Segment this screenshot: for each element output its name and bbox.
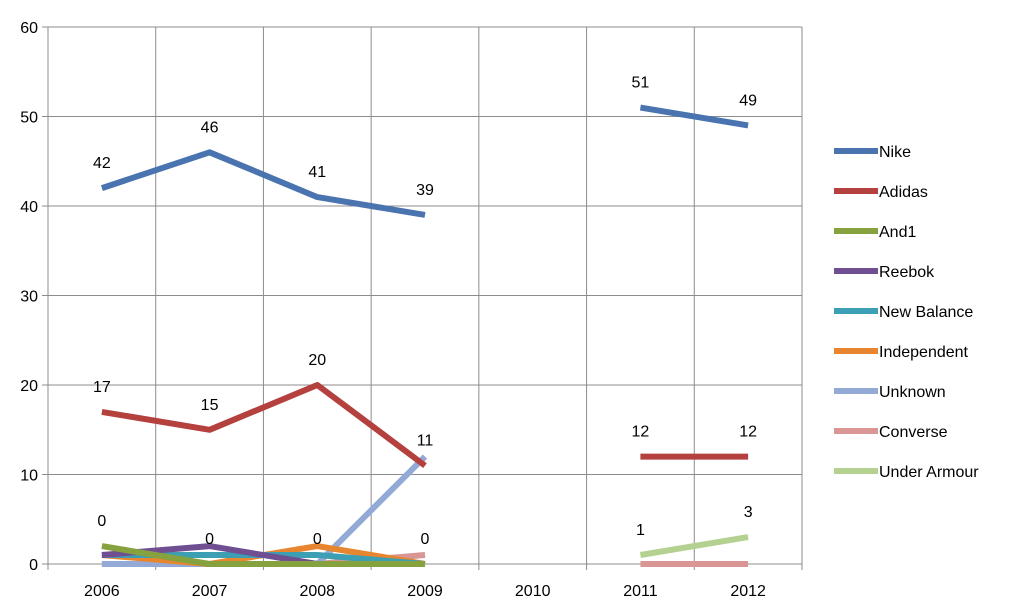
x-tick-label: 2012 — [730, 583, 766, 600]
legend-label: Unknown — [879, 384, 946, 401]
legend-label: Under Armour — [879, 464, 979, 481]
legend-label: Converse — [879, 424, 948, 441]
series-line-adidas — [101, 382, 427, 469]
data-label: 46 — [201, 119, 219, 136]
data-label: 17 — [93, 379, 111, 396]
x-tick-label: 2007 — [192, 583, 228, 600]
data-label: 0 — [97, 513, 106, 530]
series-line-under-armour — [639, 534, 749, 558]
data-label: 51 — [632, 75, 650, 92]
data-label: 3 — [744, 504, 753, 521]
x-tick-label: 2009 — [407, 583, 443, 600]
series-line-nike — [100, 149, 426, 218]
legend: Nike Adidas And1 Reebok New Balance Independe… — [834, 144, 979, 481]
data-label: 39 — [416, 182, 434, 199]
data-labels: 42 46 41 39 51 49 17 15 20 11 12 12 0 0 0 0 1 3 — [93, 75, 757, 548]
legend-label: Reebok — [879, 264, 935, 281]
data-label: 20 — [308, 352, 326, 369]
x-tick-label: 2008 — [299, 583, 335, 600]
legend-label: Adidas — [879, 184, 928, 201]
legend-label: New Balance — [879, 304, 973, 321]
data-label: 49 — [739, 92, 757, 109]
y-tick-label: 30 — [20, 289, 38, 306]
series-lines — [100, 104, 749, 567]
data-label: 42 — [93, 155, 111, 172]
y-tick-label: 0 — [29, 557, 38, 574]
x-tick-label: 2006 — [84, 583, 120, 600]
legend-label: Independent — [879, 344, 969, 361]
data-label: 11 — [417, 433, 434, 450]
grid-lines — [47, 26, 803, 570]
data-label: 1 — [636, 522, 645, 539]
legend-label: And1 — [879, 224, 916, 241]
data-label: 12 — [632, 424, 650, 441]
legend-label: Nike — [879, 144, 911, 161]
data-label: 41 — [308, 164, 326, 181]
data-label: 12 — [739, 424, 757, 441]
x-tick-label: 2010 — [515, 583, 551, 600]
y-tick-label: 20 — [20, 378, 38, 395]
data-label: 15 — [201, 397, 219, 414]
data-label: 0 — [205, 531, 214, 548]
y-tick-label: 10 — [20, 468, 38, 485]
x-tick-label: 2011 — [623, 583, 658, 600]
y-tick-label: 60 — [20, 20, 38, 37]
series-line-nike — [639, 104, 749, 129]
data-label: 0 — [313, 531, 322, 548]
y-tick-label: 40 — [20, 199, 38, 216]
data-label: 0 — [421, 531, 430, 548]
series-line-and1 — [101, 543, 425, 567]
y-tick-label: 50 — [20, 110, 38, 127]
